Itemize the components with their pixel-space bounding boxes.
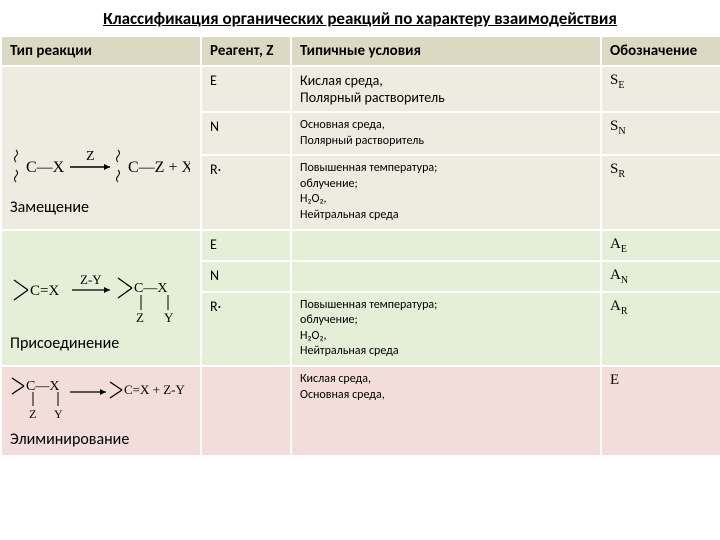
elimination-label: Элиминирование xyxy=(10,430,192,449)
svg-text:C=X: C=X xyxy=(30,283,59,299)
type-addition: C=X Z-Y C—X Z Y Присоединение xyxy=(1,230,201,366)
page-title: Классификация органических реакций по ха… xyxy=(0,0,720,35)
svg-text:Z: Z xyxy=(136,310,144,325)
type-substitution: C—X Z C—Z + X Замещение xyxy=(1,66,201,230)
s2r3-desig: AR xyxy=(601,292,720,366)
svg-text:C—Z + X: C—Z + X xyxy=(128,159,190,176)
hdr-designation: Обозначение xyxy=(601,36,720,66)
s2r1-cond xyxy=(291,230,601,261)
s1r2-reagent: N xyxy=(201,112,291,155)
s1r3-cond: Повышенная температура; облучение; H₂O₂,… xyxy=(291,155,601,229)
svg-text:C—X: C—X xyxy=(26,159,65,176)
svg-text:Z: Z xyxy=(29,407,36,421)
svg-text:C=X + Z-Y: C=X + Z-Y xyxy=(124,382,185,397)
s1r3-desig: SR xyxy=(601,155,720,229)
substitution-scheme: C—X Z C—Z + X xyxy=(10,142,190,192)
addition-scheme: C=X Z-Y C—X Z Y xyxy=(10,270,190,328)
s2r1-desig: AE xyxy=(601,230,720,261)
s1r1-desig: SE xyxy=(601,66,720,112)
hdr-type: Тип реакции xyxy=(1,36,201,66)
s2r2-cond xyxy=(291,261,601,292)
classification-table: Тип реакции Реагент, Z Типичные условия … xyxy=(0,35,720,457)
s1r1-reagent: E xyxy=(201,66,291,112)
elimination-scheme: C—X Z Y C=X + Z-Y xyxy=(10,372,195,424)
svg-text:Z: Z xyxy=(86,149,95,164)
hdr-reagent: Реагент, Z xyxy=(201,36,291,66)
svg-text:Y: Y xyxy=(164,310,174,325)
s2r2-desig: AN xyxy=(601,261,720,292)
s3r1-desig: E xyxy=(601,366,720,456)
svg-text:Z-Y: Z-Y xyxy=(80,272,102,287)
s1r2-cond: Основная среда, Полярный растворитель xyxy=(291,112,601,155)
header-row: Тип реакции Реагент, Z Типичные условия … xyxy=(1,36,720,66)
type-elimination: C—X Z Y C=X + Z-Y Элиминирование xyxy=(1,366,201,456)
s2r2-reagent: N xyxy=(201,261,291,292)
s2r3-cond: Повышенная температура; облучение; H₂O₂,… xyxy=(291,292,601,366)
s1r1-cond: Кислая среда, Полярный растворитель xyxy=(291,66,601,112)
s1r2-desig: SN xyxy=(601,112,720,155)
s1r3-reagent: R· xyxy=(201,155,291,229)
svg-text:Y: Y xyxy=(54,407,63,421)
s3r1-cond: Кислая среда, Основная среда, xyxy=(291,366,601,456)
svg-text:C—X: C—X xyxy=(26,379,59,394)
addition-label: Присоединение xyxy=(10,334,192,353)
s2r1-reagent: E xyxy=(201,230,291,261)
hdr-conditions: Типичные условия xyxy=(291,36,601,66)
substitution-label: Замещение xyxy=(10,198,192,217)
s3r1-reagent xyxy=(201,366,291,456)
s2r3-reagent: R· xyxy=(201,292,291,366)
svg-text:C—X: C—X xyxy=(134,281,167,296)
